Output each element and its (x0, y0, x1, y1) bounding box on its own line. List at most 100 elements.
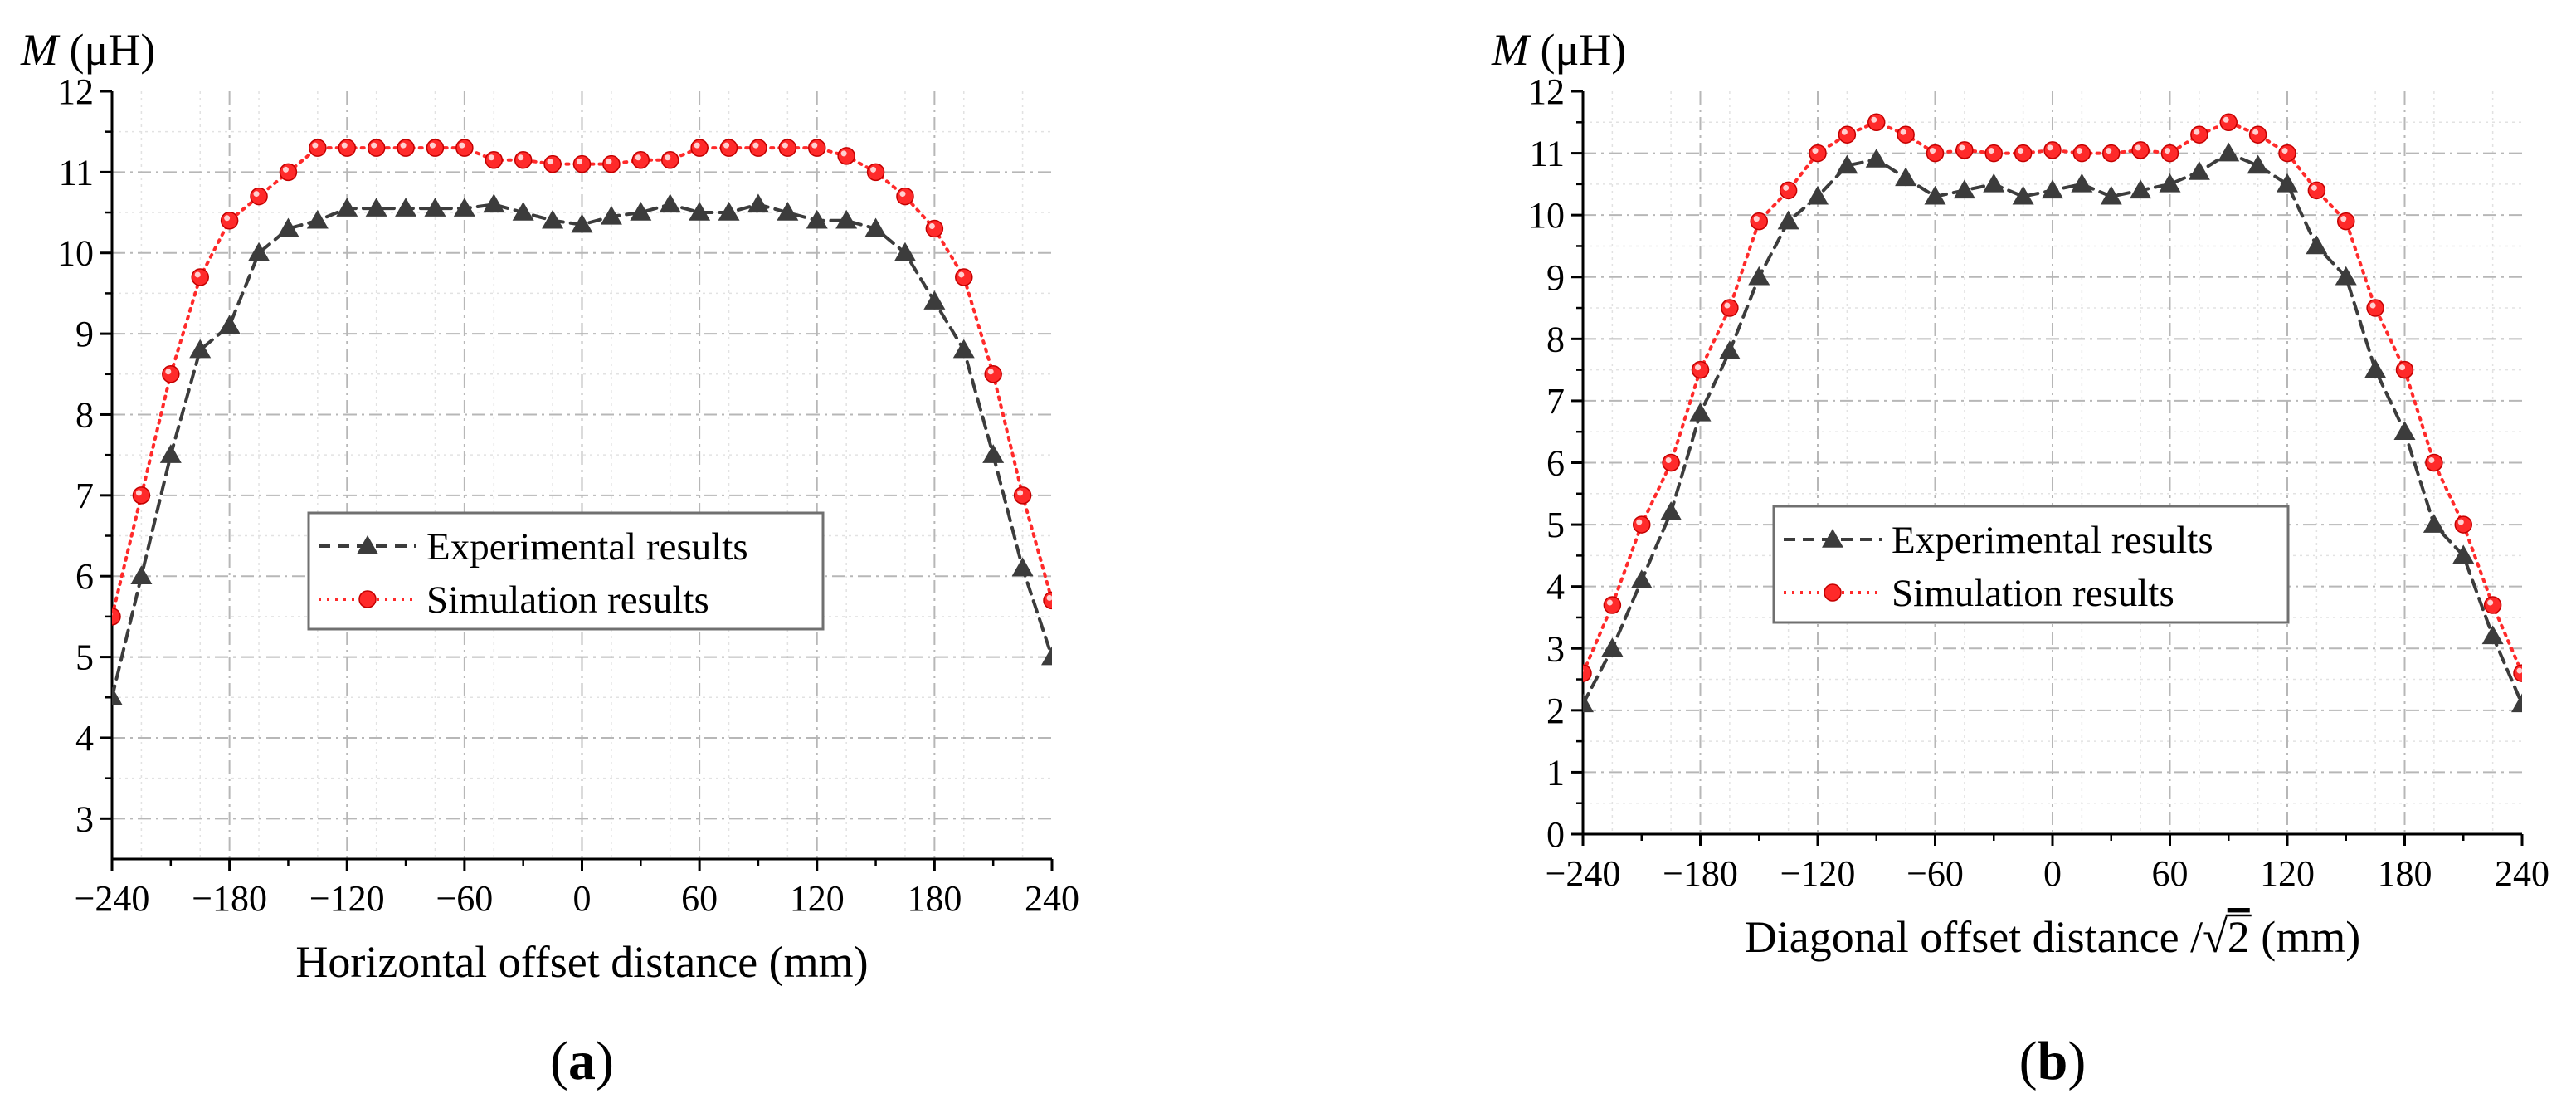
x-tick-label: 240 (2495, 853, 2549, 894)
data-point-highlight (987, 369, 994, 375)
y-tick-label: 5 (75, 637, 94, 678)
data-point-triangle (659, 193, 681, 213)
data-point-circle (397, 139, 415, 157)
data-point-circle (338, 139, 356, 157)
data-point-circle (719, 139, 738, 157)
data-point-circle (2014, 144, 2033, 163)
y-tick-label: 10 (57, 233, 94, 274)
data-point-highlight (1017, 490, 1024, 496)
data-point-circle (660, 151, 679, 169)
data-point-triangle (952, 339, 975, 359)
x-tick-label: 60 (2152, 853, 2189, 894)
data-point-triangle (542, 209, 564, 229)
data-point-triangle (2042, 179, 2063, 199)
data-point-highlight (400, 142, 407, 149)
y-tick-label: 11 (1530, 134, 1565, 174)
y-tick-label: 8 (75, 394, 94, 435)
panel-label-close: ) (596, 1031, 614, 1091)
data-point-triangle (1777, 210, 1799, 230)
data-point-triangle (2511, 693, 2522, 713)
data-point-circle (2219, 113, 2238, 132)
data-point-triangle (1748, 266, 1770, 286)
data-point-circle (1013, 486, 1032, 505)
x-tick-label: 0 (2043, 853, 2062, 894)
data-point-highlight (1783, 184, 1790, 191)
data-point-circle (485, 151, 504, 169)
data-point-triangle (1983, 173, 2005, 193)
data-point-highlight (1900, 129, 1906, 135)
data-point-highlight (2311, 184, 2317, 191)
y-tick-label: 12 (1528, 71, 1565, 112)
data-point-triangle (453, 198, 475, 217)
data-point-highlight (2399, 364, 2405, 371)
data-point-highlight (282, 166, 289, 173)
data-point-circle (2337, 212, 2355, 231)
x-tick-label: 60 (681, 878, 718, 919)
data-point-highlight (1583, 669, 1584, 672)
y-axis-title: M (μH) (20, 25, 155, 75)
series-experimental (1583, 142, 2522, 713)
data-point-highlight (341, 142, 348, 149)
x-tick-label: −60 (436, 878, 493, 919)
data-point-triangle (483, 193, 505, 213)
data-point-triangle (777, 202, 799, 221)
y-tick-label: 3 (1546, 628, 1565, 669)
data-point-highlight (135, 490, 142, 496)
y-tick-label: 6 (75, 556, 94, 597)
data-point-circle (2483, 596, 2502, 614)
data-point-triangle (1836, 154, 1858, 174)
data-point-triangle (747, 193, 769, 213)
x-tick-label: −240 (75, 878, 150, 919)
data-point-highlight (2428, 457, 2435, 463)
data-point-triangle (864, 217, 887, 237)
data-point-triangle (2277, 173, 2298, 193)
data-point-triangle (689, 202, 711, 221)
data-point-triangle (2393, 421, 2416, 440)
data-point-highlight (1753, 216, 1760, 222)
x-tick-label: −60 (1906, 853, 1964, 894)
data-point-triangle (365, 198, 387, 217)
data-point-triangle (1689, 402, 1712, 422)
data-point-triangle (1660, 501, 1682, 520)
legend-marker-circle (1824, 583, 1842, 602)
data-point-highlight (928, 223, 935, 230)
data-point-triangle (1953, 179, 1975, 199)
data-point-triangle (2481, 625, 2504, 645)
data-point-circle (749, 139, 767, 157)
y-tick-label: 7 (1546, 381, 1565, 422)
data-point-circle (426, 139, 445, 157)
y-axis-symbol: M (20, 25, 61, 75)
data-point-highlight (958, 271, 965, 278)
data-point-highlight (752, 142, 759, 149)
sqrt-symbol: √ (2203, 912, 2228, 962)
data-point-triangle (1601, 637, 1624, 657)
y-tick-label: 5 (1546, 505, 1565, 545)
legend-box (307, 511, 825, 631)
data-point-circle (1809, 144, 1827, 163)
legend-label: Simulation results (426, 578, 709, 622)
data-point-highlight (870, 166, 877, 173)
data-point-highlight (2076, 148, 2082, 154)
y-tick-label: 9 (75, 314, 94, 354)
legend-label: Simulation results (1892, 572, 2174, 615)
data-point-highlight (723, 142, 730, 149)
data-point-triangle (1718, 340, 1741, 359)
data-point-circle (1043, 591, 1052, 610)
data-point-circle (2160, 144, 2179, 163)
data-point-highlight (224, 215, 231, 222)
data-point-triangle (630, 202, 652, 221)
data-point-circle (514, 151, 533, 169)
y-tick-label: 6 (1546, 443, 1565, 484)
data-point-circle (1750, 212, 1768, 231)
data-point-highlight (840, 150, 847, 157)
data-point-circle (1838, 125, 1857, 144)
y-axis-symbol: M (1491, 25, 1531, 75)
y-tick-label: 8 (1546, 319, 1565, 359)
data-point-triangle (512, 202, 534, 221)
x-tick-label: −240 (1546, 853, 1621, 894)
panel-label-letter: b (2038, 1031, 2068, 1091)
data-point-circle (925, 219, 944, 238)
data-point-triangle (1807, 185, 1829, 205)
data-point-circle (279, 163, 298, 182)
data-point-highlight (2457, 519, 2464, 525)
